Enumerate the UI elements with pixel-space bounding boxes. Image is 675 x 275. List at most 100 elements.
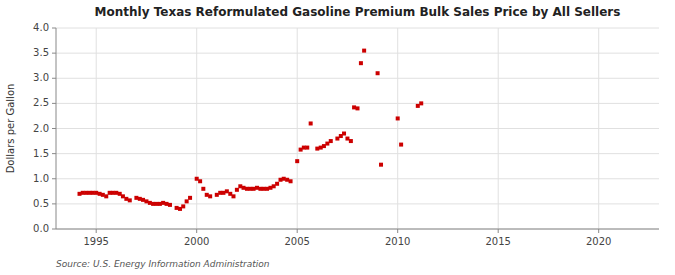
point — [396, 116, 400, 120]
tick-mark — [52, 178, 56, 179]
grid-line — [56, 203, 659, 204]
point — [134, 196, 138, 200]
point — [124, 197, 128, 201]
point — [185, 199, 189, 203]
point — [235, 188, 239, 192]
point — [329, 139, 333, 143]
grid-line — [498, 28, 499, 229]
tick-label: 1.0 — [33, 173, 49, 184]
point — [262, 187, 266, 191]
tick-mark — [52, 128, 56, 129]
point — [252, 187, 256, 191]
point — [315, 147, 319, 151]
tick-mark — [598, 229, 599, 233]
point — [91, 191, 95, 195]
point — [101, 193, 105, 197]
tick-label: 2.5 — [33, 97, 49, 108]
point — [198, 179, 202, 183]
point — [359, 61, 363, 65]
point — [376, 71, 380, 75]
tick-label: 3.5 — [33, 47, 49, 58]
point — [289, 179, 293, 183]
grid-line — [56, 28, 659, 29]
point — [275, 182, 279, 186]
point — [104, 194, 108, 198]
point — [342, 132, 346, 136]
point — [111, 191, 115, 195]
point — [245, 187, 249, 191]
point — [205, 193, 209, 197]
point — [362, 49, 366, 53]
tick-label: 1.5 — [33, 148, 49, 159]
point — [121, 194, 125, 198]
point — [84, 191, 88, 195]
point — [231, 194, 235, 198]
point — [379, 163, 383, 167]
grid-line — [397, 28, 398, 229]
point — [349, 139, 353, 143]
source-note: Source: U.S. Energy Information Administ… — [56, 259, 270, 269]
point — [151, 202, 155, 206]
point — [141, 198, 145, 202]
point — [128, 198, 132, 202]
grid-line — [56, 153, 659, 154]
tick-label: 2015 — [485, 236, 510, 247]
point — [399, 143, 403, 147]
tick-mark — [52, 203, 56, 204]
grid-line — [56, 78, 659, 79]
point — [416, 104, 420, 108]
point — [201, 187, 205, 191]
tick-label: 3.0 — [33, 72, 49, 83]
point — [208, 194, 212, 198]
point — [325, 142, 329, 146]
tick-mark — [52, 229, 56, 230]
point — [221, 191, 225, 195]
grid-line — [297, 28, 298, 229]
point — [345, 137, 349, 141]
tick-mark — [96, 229, 97, 233]
point — [155, 202, 159, 206]
tick-label: 2.0 — [33, 123, 49, 134]
point — [335, 137, 339, 141]
point — [265, 187, 269, 191]
tick-mark — [297, 229, 298, 233]
point — [305, 146, 309, 150]
point — [302, 146, 306, 150]
point — [188, 196, 192, 200]
point — [168, 203, 172, 207]
tick-mark — [52, 78, 56, 79]
point — [175, 206, 179, 210]
title: Monthly Texas Reformulated Gasoline Prem… — [95, 5, 621, 19]
point — [352, 105, 356, 109]
x-axis-line — [56, 229, 659, 230]
point — [144, 199, 148, 203]
point — [285, 178, 289, 182]
point — [161, 201, 165, 205]
tick-mark — [52, 53, 56, 54]
point — [322, 144, 326, 148]
grid-line — [56, 53, 659, 54]
point — [181, 204, 185, 208]
grid-line — [96, 28, 97, 229]
point — [114, 191, 118, 195]
tick-mark — [52, 28, 56, 29]
tick-mark — [196, 229, 197, 233]
axes: 0.00.51.01.52.02.53.03.54.01995200020052… — [33, 22, 659, 247]
point — [81, 191, 85, 195]
grid-line — [56, 178, 659, 179]
grid-line — [196, 28, 197, 229]
point — [215, 193, 219, 197]
point — [225, 189, 229, 193]
point — [195, 177, 199, 181]
tick-label: 2020 — [586, 236, 611, 247]
point — [309, 121, 313, 125]
tick-label: 0.0 — [33, 223, 49, 234]
tick-label: 1995 — [83, 236, 108, 247]
point — [255, 186, 259, 190]
tick-label: 4.0 — [33, 22, 49, 33]
tick-mark — [498, 229, 499, 233]
y-axis-label: Dollars per Gallon — [5, 84, 16, 174]
grid-line — [56, 128, 659, 129]
point — [94, 191, 98, 195]
point — [419, 101, 423, 105]
